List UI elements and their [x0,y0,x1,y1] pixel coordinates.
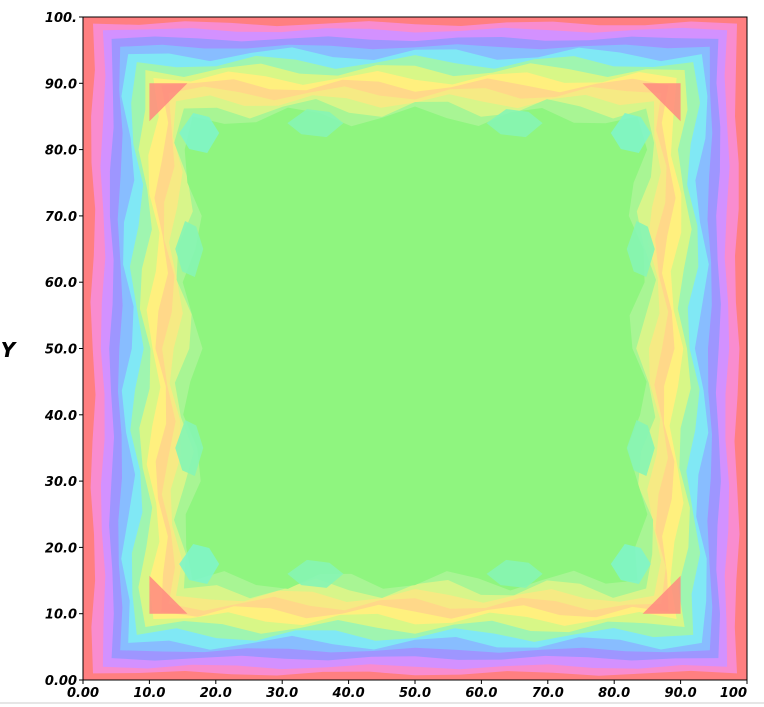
x-tick-label: 30.0 [266,686,298,701]
contour-hotspot-3 [610,113,651,154]
x-tick-label: 60.0 [465,686,497,701]
contour-hotspot-6 [287,109,344,138]
contour-hotspot-0 [179,543,220,584]
y-tick-label: 30.0 [45,475,77,490]
contour-hotspot-9 [175,221,204,278]
y-tick-label: 60.0 [45,276,77,291]
y-axis-title: Y [1,338,18,362]
x-tick-label: 0.00 [67,686,99,701]
contour-hotspot-11 [626,221,655,278]
y-tick-label: 40.0 [44,409,77,424]
contour-level-13 [182,106,648,591]
y-tick-label: 20.0 [45,541,77,556]
contour-hotspot-1 [610,543,651,584]
x-tick-label: 50.0 [399,686,431,701]
contour-hotspot-7 [486,109,543,138]
x-tick-label: 70.0 [532,686,564,701]
y-tick-label: 80.0 [45,144,77,159]
x-tick-label: 100 [720,686,747,701]
x-axis: 0.00 10.0 20.0 30.0 40.0 50.0 60.0 70.0 80.0 90.0… [67,680,748,701]
contour-hotspot-10 [626,419,655,476]
contour-hotspot-4 [287,559,344,588]
y-tick-label: 10.0 [45,608,77,623]
x-tick-label: 90.0 [665,686,697,701]
corner-peak-0 [149,575,188,614]
corner-peak-2 [149,83,188,122]
contour-hotspot-8 [175,419,204,476]
y-tick-label: 0.00 [45,674,77,689]
y-tick-label: 90.0 [45,77,77,92]
corner-peak-3 [642,83,681,122]
y-tick-label: 50.0 [45,343,77,358]
y-tick-label: 100. [45,11,77,26]
y-axis: 0.00 10.0 20.0 30.0 40.0 50.0 60.0 70.0 80.0 90.0… [44,11,83,689]
x-tick-label: 20.0 [200,686,232,701]
corner-peak-1 [642,575,681,614]
contour-fills [83,17,747,680]
contour-hotspot-5 [486,559,543,588]
x-tick-label: 10.0 [133,686,165,701]
x-tick-label: 80.0 [598,686,630,701]
y-tick-label: 70.0 [45,210,77,225]
contour-hotspot-2 [179,113,220,154]
contour-hotspots [149,83,681,614]
x-tick-label: 40.0 [332,686,365,701]
